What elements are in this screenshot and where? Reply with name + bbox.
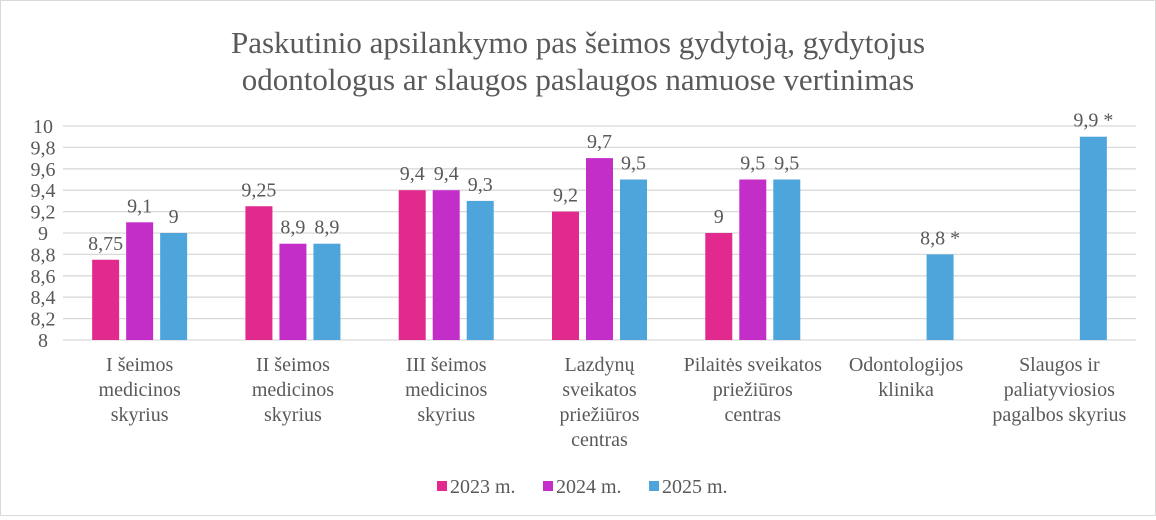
x-tick-label: klinika xyxy=(878,379,934,401)
x-tick-label: pagalbos skyrius xyxy=(992,404,1126,426)
x-tick-label: medicinos xyxy=(405,379,487,401)
x-tick-label: skyrius xyxy=(264,404,322,426)
y-tick-label: 8,8 xyxy=(31,244,56,266)
legend-label: 2025 m. xyxy=(662,476,728,498)
legend-swatch xyxy=(437,481,447,491)
data-label: 9 xyxy=(169,206,179,228)
bar xyxy=(160,233,188,340)
data-label: 9,25 xyxy=(241,179,276,201)
data-label: 9,5 xyxy=(774,153,799,175)
data-label: 9,7 xyxy=(587,131,612,153)
bar xyxy=(313,243,341,340)
x-tick-label: Slaugos ir xyxy=(1019,354,1100,376)
y-tick-label: 9,2 xyxy=(31,202,56,224)
data-label: 9,4 xyxy=(434,163,459,185)
bar xyxy=(432,190,460,340)
data-label: 9,5 xyxy=(621,153,646,175)
x-tick-label: Odontologijos xyxy=(849,354,964,376)
bar xyxy=(586,158,613,340)
data-label: 8,9 xyxy=(314,217,339,239)
bar xyxy=(92,259,120,340)
x-tick-label: paliatyviosios xyxy=(1004,379,1115,401)
bar xyxy=(739,179,767,340)
y-tick-label: 8,4 xyxy=(31,287,56,309)
data-label: 9,9 * xyxy=(1073,110,1113,132)
bar xyxy=(245,206,273,340)
bar xyxy=(773,179,801,340)
x-tick-label: Lazdynų xyxy=(565,354,636,376)
bar xyxy=(620,179,647,340)
bar xyxy=(126,222,154,340)
data-label: 8,8 * xyxy=(920,227,960,249)
x-tick-label: priežiūros xyxy=(713,379,793,401)
bar xyxy=(398,190,426,340)
data-label: 9,4 xyxy=(400,163,425,185)
y-tick-label: 9,6 xyxy=(31,159,56,181)
bar xyxy=(552,211,579,340)
y-tick-label: 9,8 xyxy=(31,137,56,159)
bar xyxy=(279,243,307,340)
data-label: 9,3 xyxy=(468,174,493,196)
legend-swatch xyxy=(649,481,659,491)
data-label: 8,75 xyxy=(88,233,123,255)
x-tick-label: centras xyxy=(571,429,628,451)
bar xyxy=(705,233,733,340)
y-tick-label: 9,4 xyxy=(31,180,56,202)
data-label: 8,9 xyxy=(280,217,305,239)
data-label: 9 xyxy=(714,206,724,228)
y-tick-label: 8,6 xyxy=(31,266,56,288)
x-tick-label: I šeimos xyxy=(106,354,173,376)
data-label: 9,1 xyxy=(127,195,152,217)
data-label: 9,2 xyxy=(553,185,578,207)
legend-label: 2024 m. xyxy=(556,476,622,498)
y-tick-label: 10 xyxy=(33,116,53,138)
legend-swatch xyxy=(543,481,553,491)
x-tick-label: skyrius xyxy=(111,404,169,426)
legend-label: 2023 m. xyxy=(450,476,516,498)
x-tick-label: Pilaitės sveikatos xyxy=(684,354,823,376)
data-label: 9,5 xyxy=(740,153,765,175)
x-tick-label: skyrius xyxy=(417,404,475,426)
x-tick-label: medicinos xyxy=(99,379,181,401)
x-tick-label: sveikatos xyxy=(562,379,637,401)
x-tick-label: priežiūros xyxy=(560,404,640,426)
x-tick-label: medicinos xyxy=(252,379,334,401)
x-tick-label: II šeimos xyxy=(256,354,330,376)
bar xyxy=(466,200,494,340)
chart-title-line-2: odontologus ar slaugos paslaugos namuose… xyxy=(242,62,914,97)
y-tick-label: 8,2 xyxy=(31,309,56,331)
bar xyxy=(1079,136,1107,340)
x-tick-label: III šeimos xyxy=(406,354,487,376)
x-tick-label: centras xyxy=(724,404,781,426)
chart-title-line-1: Paskutinio apsilankymo pas šeimos gydyto… xyxy=(231,25,925,60)
bar xyxy=(926,254,954,340)
y-tick-label: 9 xyxy=(38,223,48,245)
y-tick-label: 8 xyxy=(38,330,48,352)
